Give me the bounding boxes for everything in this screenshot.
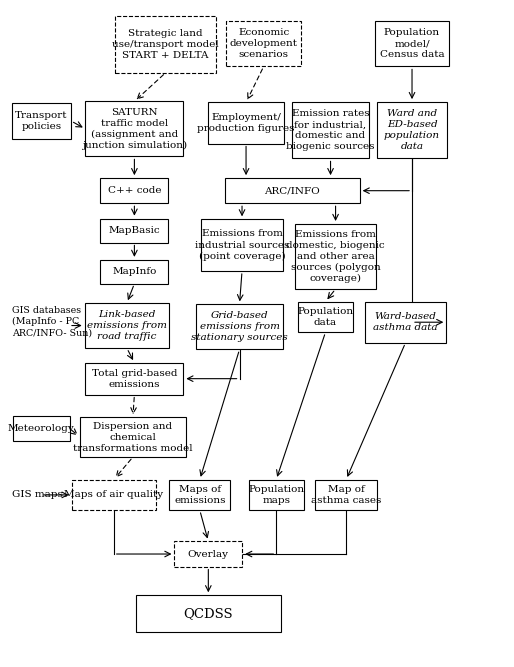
FancyBboxPatch shape <box>85 303 169 348</box>
Text: GIS databases
(MapInfo - PC
ARC/INFO- Sun): GIS databases (MapInfo - PC ARC/INFO- Su… <box>12 306 93 338</box>
Text: Map of
asthma cases: Map of asthma cases <box>311 485 381 505</box>
Text: Economic
development
scenarios: Economic development scenarios <box>230 28 298 59</box>
Text: Emissions from
industrial sources
(point coverage): Emissions from industrial sources (point… <box>195 229 289 261</box>
FancyBboxPatch shape <box>196 304 283 350</box>
FancyBboxPatch shape <box>375 21 449 67</box>
Text: Maps of
emissions: Maps of emissions <box>174 485 226 505</box>
Text: Dispersion and
chemical
transformations model: Dispersion and chemical transformations … <box>73 422 193 453</box>
Text: Meteorology: Meteorology <box>8 424 75 433</box>
FancyBboxPatch shape <box>136 595 281 632</box>
Text: Population
maps: Population maps <box>248 485 304 505</box>
Text: Population
model/
Census data: Population model/ Census data <box>380 28 444 59</box>
FancyBboxPatch shape <box>201 219 283 271</box>
FancyBboxPatch shape <box>115 16 216 73</box>
FancyBboxPatch shape <box>295 224 376 289</box>
FancyBboxPatch shape <box>298 301 353 332</box>
Text: MapInfo: MapInfo <box>112 267 157 276</box>
Text: Ward and
ED-based
population
data: Ward and ED-based population data <box>384 109 440 151</box>
FancyBboxPatch shape <box>208 102 284 143</box>
FancyBboxPatch shape <box>100 259 169 283</box>
Text: QCDSS: QCDSS <box>183 607 233 620</box>
FancyBboxPatch shape <box>249 480 304 510</box>
Text: Transport
policies: Transport policies <box>15 111 68 131</box>
Text: Link-based
emissions from
road traffic: Link-based emissions from road traffic <box>87 310 167 341</box>
Text: MapBasic: MapBasic <box>108 226 160 235</box>
Text: Population
data: Population data <box>298 307 354 327</box>
FancyBboxPatch shape <box>169 480 230 510</box>
FancyBboxPatch shape <box>316 480 377 510</box>
FancyBboxPatch shape <box>377 102 447 159</box>
Text: GIS maps: GIS maps <box>12 490 63 499</box>
Text: Grid-based
emissions from
stationary sources: Grid-based emissions from stationary sou… <box>191 311 288 342</box>
FancyBboxPatch shape <box>225 178 360 203</box>
Text: Total grid-based
emissions: Total grid-based emissions <box>91 369 177 389</box>
Text: Strategic land
use/transport model
START + DELTA: Strategic land use/transport model START… <box>112 29 219 60</box>
Text: ARC/INFO: ARC/INFO <box>264 186 320 195</box>
FancyBboxPatch shape <box>80 417 186 457</box>
FancyBboxPatch shape <box>100 219 169 243</box>
Text: Emission rates
for industrial,
domestic and
biogenic sources: Emission rates for industrial, domestic … <box>286 109 375 151</box>
Text: C++ code: C++ code <box>107 186 161 195</box>
FancyBboxPatch shape <box>227 21 301 67</box>
Text: Ward-based
asthma data: Ward-based asthma data <box>373 312 438 332</box>
FancyBboxPatch shape <box>12 103 71 139</box>
FancyBboxPatch shape <box>100 178 169 203</box>
FancyBboxPatch shape <box>365 301 446 343</box>
FancyBboxPatch shape <box>71 480 156 510</box>
FancyBboxPatch shape <box>174 542 242 567</box>
Text: Employment/
production figures: Employment/ production figures <box>197 113 295 133</box>
FancyBboxPatch shape <box>85 101 183 157</box>
FancyBboxPatch shape <box>292 102 369 159</box>
FancyBboxPatch shape <box>13 416 69 441</box>
Text: Emissions from
domestic, biogenic
and other area
sources (polygon
coverage): Emissions from domestic, biogenic and ot… <box>286 229 385 283</box>
FancyBboxPatch shape <box>85 363 183 395</box>
Text: Overlay: Overlay <box>188 550 229 558</box>
Text: Maps of air quality: Maps of air quality <box>64 490 163 500</box>
Text: SATURN
traffic model
(assignment and
junction simulation): SATURN traffic model (assignment and jun… <box>82 107 187 150</box>
